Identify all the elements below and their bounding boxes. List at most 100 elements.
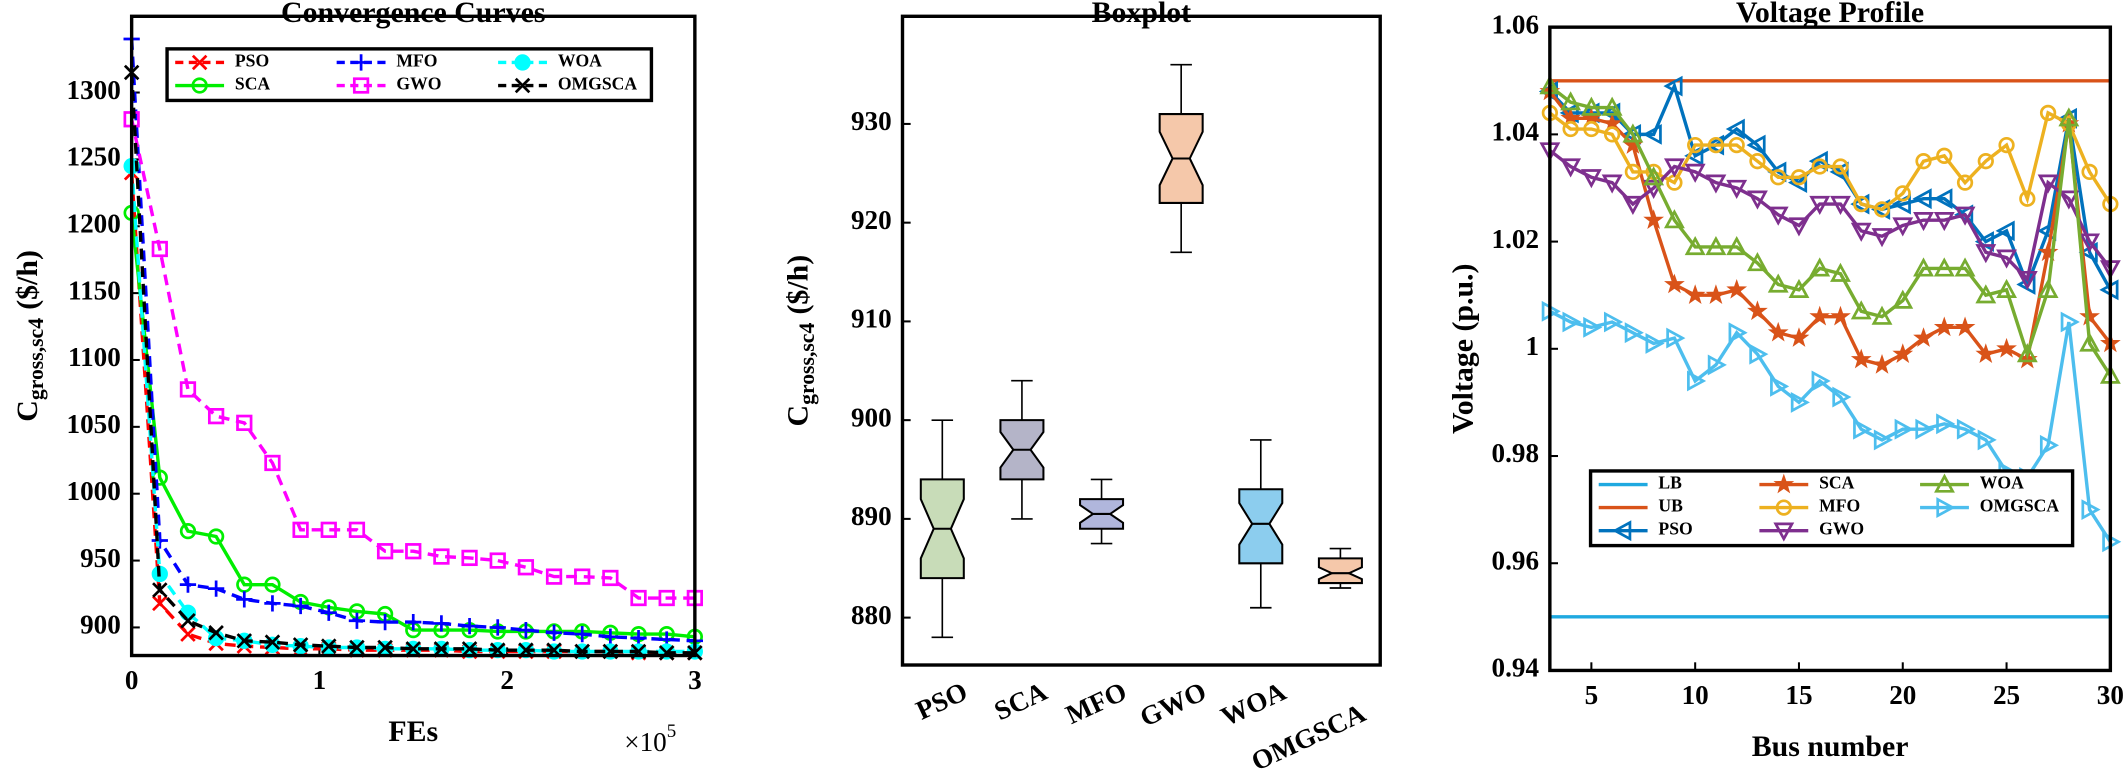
marker <box>2079 332 2101 352</box>
x-tick-label: 25 <box>1993 680 2020 710</box>
y-tick-label: 890 <box>851 501 892 531</box>
marker <box>1977 429 1997 451</box>
marker <box>489 552 506 569</box>
y-tick-label: 1050 <box>67 409 121 439</box>
marker <box>1850 348 1872 369</box>
marker <box>264 454 281 472</box>
marker <box>1934 473 1955 493</box>
marker <box>658 589 675 607</box>
plot-frame <box>129 14 697 658</box>
marker <box>1809 195 1831 216</box>
marker <box>179 523 197 540</box>
marker <box>2016 343 2038 363</box>
marker <box>1687 370 1707 392</box>
marker <box>1788 327 1810 347</box>
marker <box>1913 212 1934 232</box>
marker <box>2058 107 2080 127</box>
marker <box>461 641 478 657</box>
marker <box>1956 174 1974 191</box>
marker <box>1853 195 1870 213</box>
marker <box>602 628 619 645</box>
y-tick-label: 1.06 <box>1492 9 1539 39</box>
y-tick-label: 930 <box>851 106 892 136</box>
y-tick-label: 1.02 <box>1492 224 1539 254</box>
marker <box>1811 370 1831 392</box>
marker <box>1892 289 1914 309</box>
marker <box>517 621 535 639</box>
marker <box>1767 321 1789 342</box>
marker <box>1663 75 1683 97</box>
marker <box>348 612 366 629</box>
x-multiplier-base: ×10 <box>624 727 666 757</box>
marker <box>461 549 478 567</box>
x-tick-label: PSO <box>911 676 972 725</box>
marker <box>191 54 208 71</box>
marker <box>207 580 225 597</box>
series-line <box>1548 90 2112 367</box>
y-tick-label: 900 <box>80 610 121 640</box>
marker <box>545 568 563 585</box>
legend-label: SCA <box>1819 473 1855 493</box>
marker <box>1809 257 1831 277</box>
y-axis-label-main: C <box>782 405 815 427</box>
marker <box>1624 163 1642 181</box>
marker <box>320 604 337 621</box>
series-line <box>129 72 695 655</box>
series-line <box>1548 110 2112 212</box>
y-tick-label: 1250 <box>67 142 121 172</box>
marker <box>1580 96 1602 116</box>
marker <box>1830 305 1851 326</box>
legend-label: WOA <box>558 50 602 70</box>
y-axis-label-sub: gross,sc4 <box>24 318 48 400</box>
legend-box <box>165 47 654 103</box>
series-line <box>129 118 695 600</box>
legend-label: GWO <box>1819 519 1864 539</box>
marker <box>1811 158 1828 175</box>
marker <box>2037 174 2059 194</box>
marker <box>376 613 394 631</box>
marker <box>2058 190 2080 210</box>
marker <box>1913 327 1934 347</box>
marker <box>1977 153 1994 170</box>
marker <box>1726 235 1748 256</box>
marker <box>1873 429 1893 451</box>
marker <box>514 54 531 71</box>
marker <box>1975 284 1997 304</box>
marker <box>630 589 647 607</box>
marker <box>1975 343 1997 363</box>
marker <box>405 641 421 657</box>
y-axis-label-main: Voltage (p.u.) <box>1447 264 1480 435</box>
y-axis-label: Cgross,sc4 ($/h) <box>11 250 48 422</box>
marker <box>1933 257 1955 277</box>
marker <box>1560 158 1582 178</box>
marker <box>1936 147 1953 164</box>
x-tick-label: 1 <box>313 665 327 695</box>
marker <box>1871 228 1893 248</box>
marker <box>1933 316 1955 337</box>
y-tick-label: 0.96 <box>1492 545 1539 575</box>
marker <box>1642 123 1662 145</box>
y-tick-label: 950 <box>80 543 121 573</box>
marker <box>461 617 478 635</box>
y-tick-label: 1200 <box>67 208 121 238</box>
x-tick-label: 0 <box>125 665 139 695</box>
x-tick-label: 20 <box>1889 680 1916 710</box>
marker <box>151 469 168 486</box>
marker <box>1562 311 1582 333</box>
marker <box>264 634 281 650</box>
marker <box>2081 163 2098 181</box>
x-tick-label: MFO <box>1061 676 1131 730</box>
x-multiplier-exponent: 5 <box>667 721 677 742</box>
marker <box>1643 166 1665 186</box>
marker <box>1954 316 1976 337</box>
y-tick-label: 920 <box>851 205 892 235</box>
marker <box>236 633 253 649</box>
marker <box>1747 252 1768 272</box>
x-tick-label: SCA <box>990 676 1052 726</box>
marker <box>1975 244 1997 264</box>
marker <box>574 625 591 643</box>
y-tick-label: 0.98 <box>1492 438 1539 468</box>
box <box>1317 557 1363 585</box>
y-axis-label-sub: gross,sc4 <box>795 323 819 405</box>
